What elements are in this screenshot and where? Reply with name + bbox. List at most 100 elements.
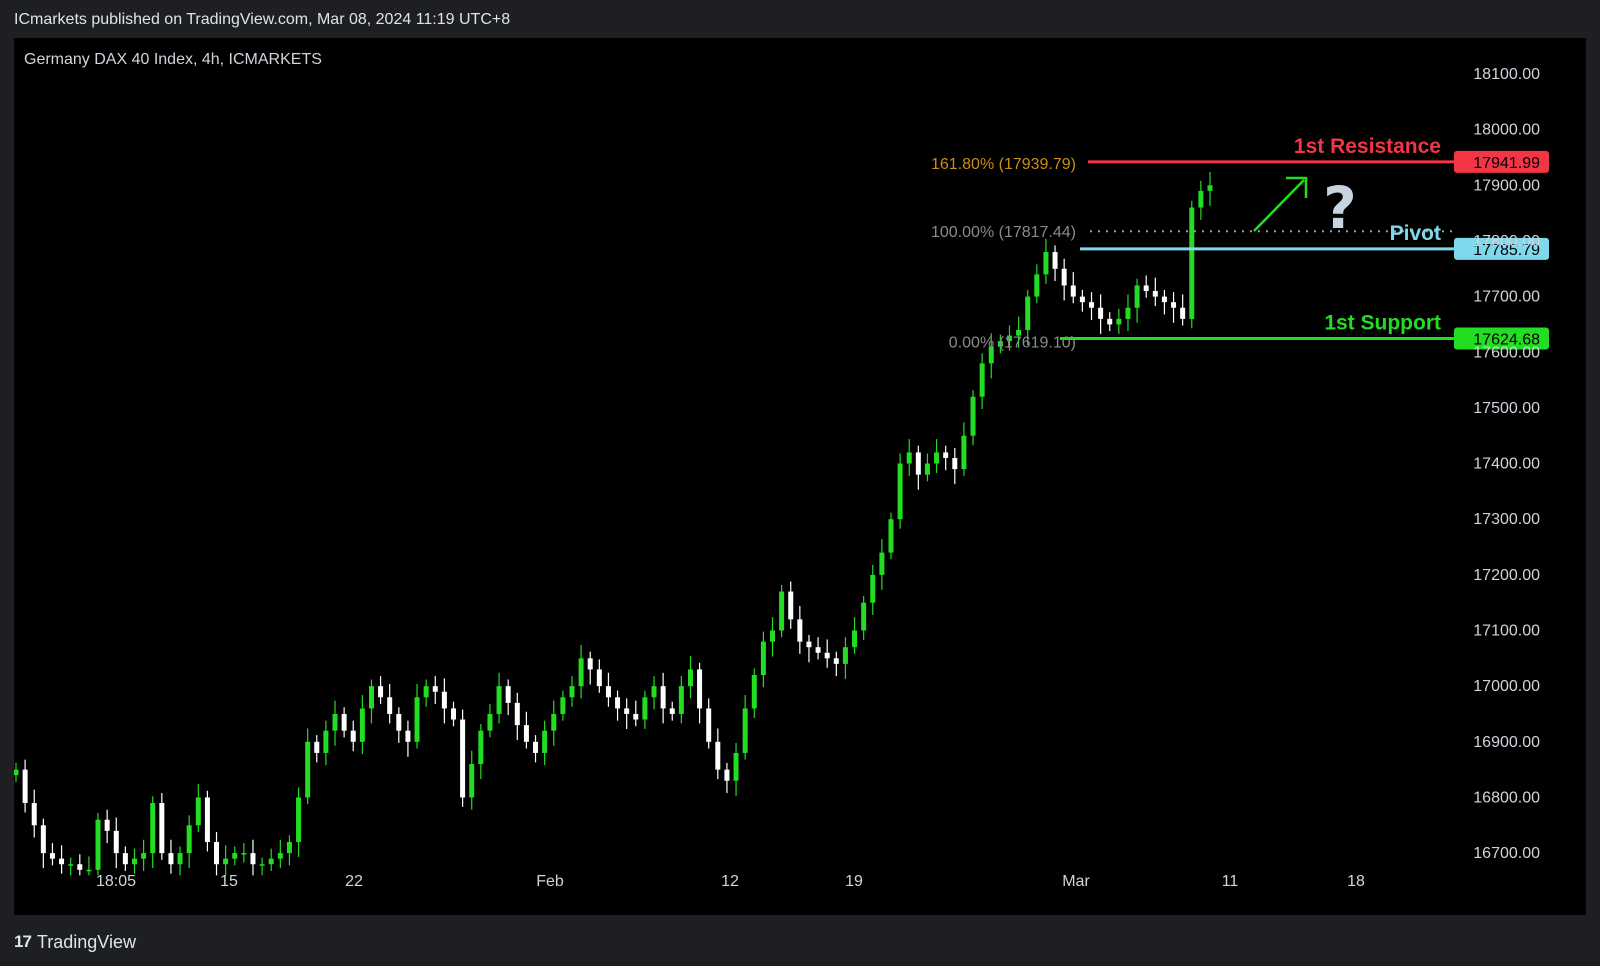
candle-body (104, 819, 110, 831)
candle-body (751, 675, 757, 709)
y-tick-label: 17200.00 (1473, 567, 1540, 584)
y-tick-label: 17800.00 (1473, 233, 1540, 250)
candle-body (286, 841, 292, 854)
candle-body (1161, 296, 1167, 303)
candle-body (669, 708, 675, 714)
footer: 17 TradingView (14, 930, 136, 954)
candle-body (861, 602, 867, 631)
candle-body (195, 797, 201, 826)
candle-body (651, 686, 657, 698)
x-tick-label: 19 (845, 873, 863, 890)
candle-body (760, 641, 766, 676)
candle-body (378, 686, 384, 698)
candle-body (961, 435, 967, 470)
x-tick-label: Feb (536, 873, 564, 890)
level-price-label: 17785.79 (1473, 242, 1540, 259)
candle-body (141, 853, 147, 859)
candle-body (49, 853, 55, 859)
candle-body (1006, 335, 1012, 342)
candle-body (396, 713, 402, 731)
projection-arrow-head (1286, 176, 1308, 198)
candle-body (250, 853, 256, 865)
y-tick-label: 17300.00 (1473, 511, 1540, 528)
projection-arrow-line (1253, 179, 1305, 232)
candle-body (40, 825, 46, 854)
candle-body (624, 708, 630, 714)
candle-body (997, 341, 1003, 347)
candle-body (1134, 285, 1140, 308)
candle-body (86, 869, 92, 872)
candle-body (1061, 268, 1067, 286)
candle-body (168, 853, 174, 865)
candle-body (478, 730, 484, 765)
x-tick-label: 18 (1347, 873, 1365, 890)
candle-body (359, 708, 365, 742)
fib-level-label: 0.00% (17619.10) (949, 335, 1076, 352)
y-tick-label: 17600.00 (1473, 344, 1540, 361)
candle-body (277, 853, 283, 859)
level-price-badge (1454, 150, 1549, 173)
candle-body (842, 647, 848, 664)
candle-body (1152, 291, 1158, 297)
candle-body (1107, 318, 1113, 325)
candle-body (341, 713, 347, 731)
candle-body (387, 697, 393, 714)
candle-body (852, 630, 858, 648)
chart-panel[interactable]: 161.80% (17939.79) 100.00% (17817.44) 0.00… (14, 38, 1586, 915)
y-tick-label: 16700.00 (1473, 845, 1540, 862)
question-mark-annotation: ? (1323, 174, 1357, 242)
tradingview-logo-icon[interactable]: 17 (14, 932, 32, 951)
price-axis: 18100.00 18000.00 17900.00 17800.00 17700.00… (1473, 66, 1540, 862)
candle-body (441, 691, 447, 709)
candle-body (1116, 318, 1122, 325)
level-name: 1st Support (1324, 312, 1441, 335)
candle-body (970, 396, 976, 436)
levels-layer: 161.80% (17939.79) 100.00% (17817.44) 0.00… (931, 135, 1549, 352)
annotations-layer: ? (1253, 174, 1357, 242)
candle-body (642, 697, 648, 720)
level-name: 1st Resistance (1294, 135, 1441, 158)
candle-body (697, 669, 703, 709)
level-name: Pivot (1390, 222, 1441, 245)
footer-brand: TradingView (36, 931, 136, 952)
candle-body (469, 764, 475, 798)
candle-body (952, 457, 958, 470)
x-tick-label: Mar (1062, 873, 1090, 890)
candle-body (1025, 296, 1031, 330)
candle-body (915, 452, 921, 475)
candle-body (824, 652, 830, 659)
candle-body (1098, 307, 1104, 319)
candle-body (1189, 207, 1195, 319)
candle-body (788, 591, 794, 620)
candle-body (1125, 307, 1131, 319)
candle-body (186, 825, 192, 854)
candle-body (870, 574, 876, 603)
fib-level-label: 100.00% (17817.44) (931, 224, 1076, 241)
candle-body (770, 630, 776, 642)
candle-body (460, 719, 466, 798)
x-tick-label: 18:05 (96, 873, 136, 890)
candle-body (22, 769, 28, 804)
candle-body (368, 686, 374, 709)
candle-body (1016, 329, 1022, 336)
y-tick-label: 17400.00 (1473, 456, 1540, 473)
candle-body (1207, 185, 1213, 191)
y-tick-label: 16900.00 (1473, 734, 1540, 751)
level-price-badge (1454, 327, 1549, 350)
candles-layer (14, 171, 1213, 876)
candle-body (687, 669, 693, 687)
y-tick-label: 18100.00 (1473, 66, 1540, 83)
candle-body (1089, 302, 1095, 308)
y-tick-label: 17700.00 (1473, 289, 1540, 306)
candle-body (405, 730, 411, 742)
x-tick-label: 22 (345, 873, 363, 890)
x-tick-label: 11 (1222, 873, 1239, 890)
price-chart[interactable]: 161.80% (17939.79) 100.00% (17817.44) 0.00… (14, 38, 1586, 915)
candle-body (706, 708, 712, 742)
candle-body (596, 669, 602, 687)
candle-body (204, 797, 210, 842)
candle-body (815, 647, 821, 653)
candle-body (678, 686, 684, 714)
candle-body (660, 686, 666, 709)
candle-body (633, 713, 639, 720)
